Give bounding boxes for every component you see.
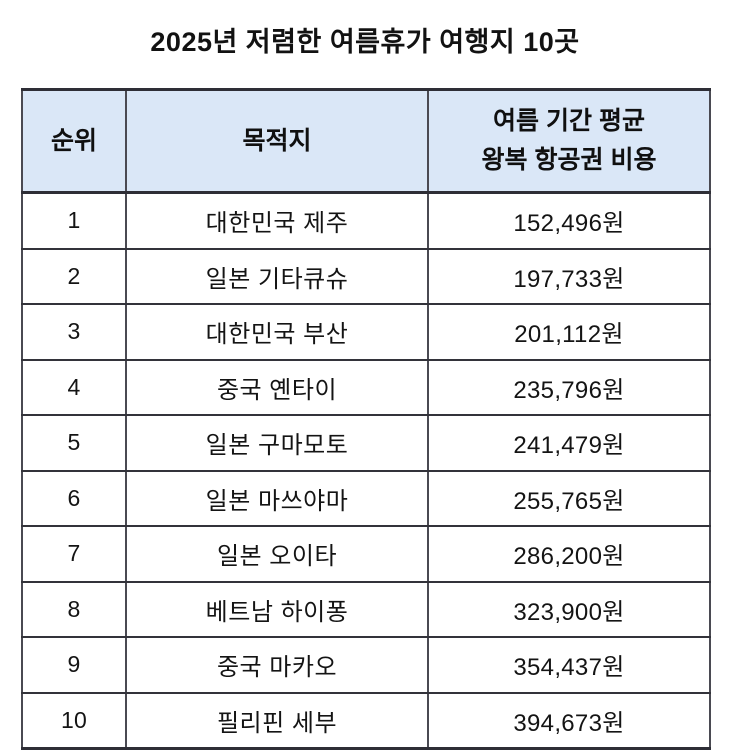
cell-destination: 필리핀 세부 xyxy=(125,691,429,750)
cell-price: 394,673원 xyxy=(427,691,711,750)
cell-destination: 일본 구마모토 xyxy=(125,414,429,472)
cell-price: 197,733원 xyxy=(427,247,711,305)
cell-destination: 중국 옌타이 xyxy=(125,358,429,416)
column-header-destination: 목적지 xyxy=(125,88,429,194)
table-row: 5 일본 구마모토 241,479원 xyxy=(21,414,711,472)
column-header-price-line1: 여름 기간 평균 xyxy=(493,107,645,136)
table-row: 8 베트남 하이퐁 323,900원 xyxy=(21,580,711,638)
table-header: 순위 목적지 여름 기간 평균 왕복 항공권 비용 xyxy=(21,88,711,194)
cell-destination: 대한민국 제주 xyxy=(125,191,429,250)
table-row: 7 일본 오이타 286,200원 xyxy=(21,525,711,583)
cell-price: 235,796원 xyxy=(427,358,711,416)
cell-price: 201,112원 xyxy=(427,303,711,361)
cell-price: 255,765원 xyxy=(427,469,711,527)
table-row: 2 일본 기타큐슈 197,733원 xyxy=(21,247,711,305)
column-header-price: 여름 기간 평균 왕복 항공권 비용 xyxy=(427,88,711,194)
page-title: 2025년 저렴한 여름휴가 여행지 10곳 xyxy=(150,27,580,57)
cell-price: 354,437원 xyxy=(427,636,711,694)
cell-rank: 7 xyxy=(21,525,127,583)
cell-rank: 4 xyxy=(21,358,127,416)
cell-destination: 베트남 하이퐁 xyxy=(125,580,429,638)
column-header-price-line2: 왕복 항공권 비용 xyxy=(481,146,657,174)
cell-rank: 9 xyxy=(21,636,127,694)
table-body: 1 대한민국 제주 152,496원 2 일본 기타큐슈 197,733원 3 대한민국 부산… xyxy=(21,191,711,750)
ranking-table-container: 순위 목적지 여름 기간 평균 왕복 항공권 비용 1 대한민국 제주 152,49… xyxy=(21,88,711,750)
table-row: 1 대한민국 제주 152,496원 xyxy=(21,191,711,250)
cell-rank: 6 xyxy=(21,469,127,527)
cell-rank: 10 xyxy=(21,691,127,750)
cell-destination: 중국 마카오 xyxy=(125,636,429,694)
cell-destination: 일본 기타큐슈 xyxy=(125,247,429,305)
table-header-row: 순위 목적지 여름 기간 평균 왕복 항공권 비용 xyxy=(21,88,711,194)
cell-rank: 1 xyxy=(21,191,127,250)
ranking-table: 순위 목적지 여름 기간 평균 왕복 항공권 비용 1 대한민국 제주 152,49… xyxy=(21,88,711,750)
cell-destination: 일본 오이타 xyxy=(125,525,429,583)
cell-price: 241,479원 xyxy=(427,414,711,472)
cell-rank: 5 xyxy=(21,414,127,472)
cell-destination: 일본 마쓰야마 xyxy=(125,469,429,527)
cell-price: 323,900원 xyxy=(427,580,711,638)
cell-rank: 3 xyxy=(21,303,127,361)
cell-rank: 8 xyxy=(21,580,127,638)
cell-price: 152,496원 xyxy=(427,191,711,250)
column-header-rank: 순위 xyxy=(21,88,127,194)
cell-rank: 2 xyxy=(21,247,127,305)
table-row: 6 일본 마쓰야마 255,765원 xyxy=(21,469,711,527)
cell-price: 286,200원 xyxy=(427,525,711,583)
cell-destination: 대한민국 부산 xyxy=(125,303,429,361)
table-row: 10 필리핀 세부 394,673원 xyxy=(21,691,711,750)
table-row: 9 중국 마카오 354,437원 xyxy=(21,636,711,694)
table-row: 4 중국 옌타이 235,796원 xyxy=(21,358,711,416)
table-row: 3 대한민국 부산 201,112원 xyxy=(21,303,711,361)
